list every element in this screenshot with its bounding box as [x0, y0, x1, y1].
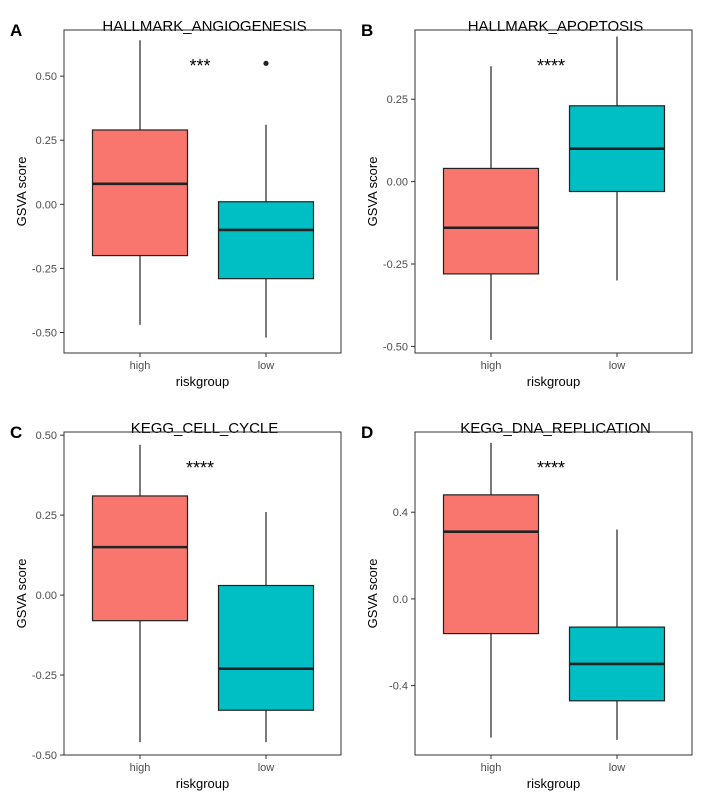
box-high	[444, 443, 539, 738]
box-low	[570, 530, 665, 740]
box-low	[219, 512, 314, 742]
y-axis-label: GSVA score	[14, 559, 29, 629]
x-tick-label-low: low	[258, 360, 275, 372]
panel-d: D KEGG_DNA_REPLICATION **** 0.4 0.0 -0.4 high l…	[351, 402, 702, 803]
significance-label: ****	[537, 458, 565, 478]
box-low	[570, 37, 665, 281]
panel-c: C KEGG_CELL_CYCLE **** 0.50 0.25 0.00 -0.25 -0.…	[0, 402, 351, 803]
box-high	[93, 445, 188, 742]
x-tick-label-low: low	[258, 762, 275, 774]
box-iqr	[219, 586, 314, 711]
significance-label: ****	[186, 458, 214, 478]
box-iqr	[444, 495, 539, 634]
x-tick-label-high: high	[130, 360, 151, 372]
box-high	[444, 66, 539, 340]
y-tick-label: 0.25	[387, 94, 408, 106]
x-axis-label: riskgroup	[176, 776, 229, 791]
significance-label: ***	[189, 56, 210, 76]
chart-title: KEGG_DNA_REPLICATION	[460, 420, 651, 437]
y-tick-label: -0.50	[32, 327, 57, 339]
panel-letter: A	[10, 21, 22, 40]
y-tick-label: 0.00	[387, 177, 408, 189]
x-axis-label: riskgroup	[176, 374, 229, 389]
panel-a: A HALLMARK_ANGIOGENESIS *** 0.50 0.25 0.00 -0.…	[0, 0, 351, 401]
y-tick-label: 0.0	[393, 594, 408, 606]
y-axis-label: GSVA score	[365, 559, 380, 629]
panel-letter: D	[361, 423, 373, 442]
y-tick-label: 0.25	[36, 135, 57, 147]
y-tick-label: -0.25	[32, 670, 57, 682]
x-tick-label-low: low	[609, 762, 626, 774]
x-tick-label-high: high	[481, 360, 502, 372]
significance-label: ****	[537, 56, 565, 76]
x-axis-label: riskgroup	[527, 776, 580, 791]
chart-title: HALLMARK_ANGIOGENESIS	[102, 18, 306, 35]
y-tick-label: -0.4	[389, 681, 408, 693]
y-tick-label: 0.50	[36, 71, 57, 83]
y-axis-label: GSVA score	[365, 157, 380, 227]
chart-d: D KEGG_DNA_REPLICATION **** 0.4 0.0 -0.4 high l…	[351, 402, 702, 803]
x-axis-label: riskgroup	[527, 374, 580, 389]
y-axis-label: GSVA score	[14, 157, 29, 227]
y-tick-label: -0.25	[383, 259, 408, 271]
panel-b: B HALLMARK_APOPTOSIS **** 0.25 0.00 -0.25 -0.5…	[351, 0, 702, 401]
chart-c: C KEGG_CELL_CYCLE **** 0.50 0.25 0.00 -0.25 -0.…	[0, 402, 351, 803]
y-tick-label: 0.25	[36, 510, 57, 522]
y-tick-label: -0.25	[32, 263, 57, 275]
panel-letter: C	[10, 423, 22, 442]
box-iqr	[93, 130, 188, 256]
box-iqr	[444, 168, 539, 273]
outlier-point	[263, 61, 268, 66]
panel-letter: B	[361, 21, 373, 40]
box-iqr	[219, 202, 314, 279]
y-tick-label: -0.50	[32, 750, 57, 762]
y-tick-label: 0.00	[36, 199, 57, 211]
x-tick-label-low: low	[609, 360, 626, 372]
x-tick-label-high: high	[130, 762, 151, 774]
chart-title: HALLMARK_APOPTOSIS	[468, 18, 644, 35]
chart-a: A HALLMARK_ANGIOGENESIS *** 0.50 0.25 0.00 -0.…	[0, 0, 351, 401]
y-tick-label: -0.50	[383, 341, 408, 353]
y-tick-label: 0.4	[393, 507, 408, 519]
box-low	[219, 61, 314, 338]
chart-title: KEGG_CELL_CYCLE	[131, 420, 279, 437]
box-high	[93, 40, 188, 325]
chart-b: B HALLMARK_APOPTOSIS **** 0.25 0.00 -0.25 -0.5…	[351, 0, 702, 401]
y-tick-label: 0.00	[36, 590, 57, 602]
box-iqr	[93, 496, 188, 621]
x-tick-label-high: high	[481, 762, 502, 774]
y-tick-label: 0.50	[36, 430, 57, 442]
